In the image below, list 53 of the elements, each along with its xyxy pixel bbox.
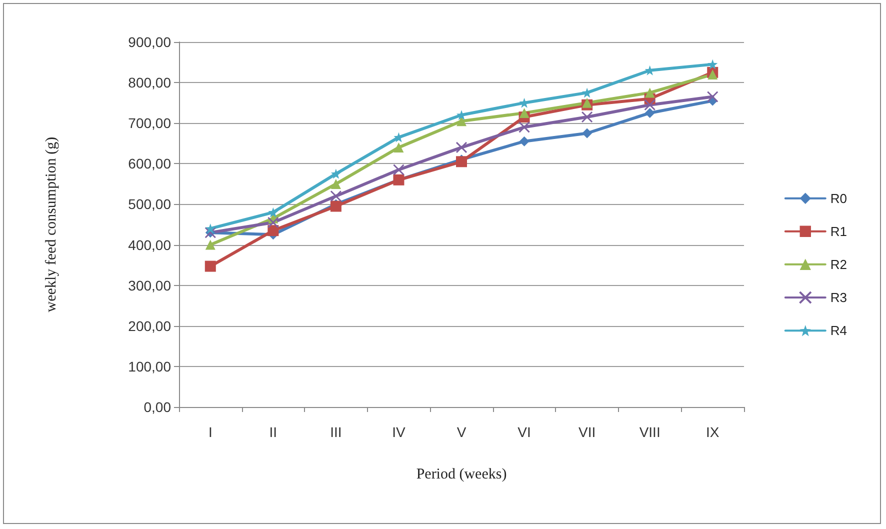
y-tick-label: 400,00 (128, 236, 172, 253)
point (267, 216, 279, 228)
y-tick-label: 900,00 (128, 34, 172, 50)
y-tick-label: 200,00 (128, 318, 172, 334)
x-tick-label: VIII (639, 424, 660, 440)
point (519, 108, 530, 118)
x-tick-label: IX (706, 424, 720, 440)
x-tick-label: II (269, 424, 278, 440)
point (582, 128, 592, 138)
x-tick-label: VI (518, 424, 531, 440)
x-axis-title: Period (weeks) (416, 466, 507, 482)
x-tick-label: III (330, 424, 342, 440)
point (205, 240, 216, 250)
y-tick-label: 800,00 (128, 74, 172, 91)
point (268, 207, 278, 218)
x-tick-label: V (456, 424, 467, 440)
point (205, 224, 216, 234)
point (456, 142, 468, 154)
y-tick-label: 500,00 (128, 196, 172, 212)
point (456, 116, 466, 126)
point (392, 164, 404, 176)
legend-label: R3 (830, 290, 848, 305)
point (394, 142, 404, 152)
legend-label: R1 (830, 224, 848, 239)
point (204, 260, 216, 272)
point (330, 178, 341, 189)
point (644, 99, 656, 111)
y-axis-title: weekly feed consumption (g) (44, 136, 60, 312)
point (330, 190, 342, 202)
y-tick-label: 300,00 (128, 277, 172, 294)
point (456, 156, 467, 168)
point (644, 108, 655, 118)
point (582, 98, 592, 108)
legend-label: R4 (830, 323, 848, 338)
point (708, 59, 718, 70)
point (330, 200, 342, 212)
point (644, 88, 655, 98)
x-tick-label: VII (578, 424, 596, 440)
x-tick-label: I (208, 424, 212, 440)
point (581, 111, 593, 123)
x-tick-label: IV (392, 424, 406, 440)
y-tick-label: 700,00 (128, 115, 172, 132)
point (518, 121, 530, 133)
y-tick-label: 600,00 (128, 156, 172, 172)
point (706, 91, 718, 102)
y-tick-label: 0,00 (144, 399, 172, 415)
point (330, 168, 341, 179)
y-tick-label: 100,00 (128, 358, 172, 374)
point (268, 225, 279, 236)
legend-label: R2 (830, 256, 848, 272)
legend-label: R0 (830, 190, 848, 206)
point (708, 69, 718, 80)
point (519, 136, 530, 146)
